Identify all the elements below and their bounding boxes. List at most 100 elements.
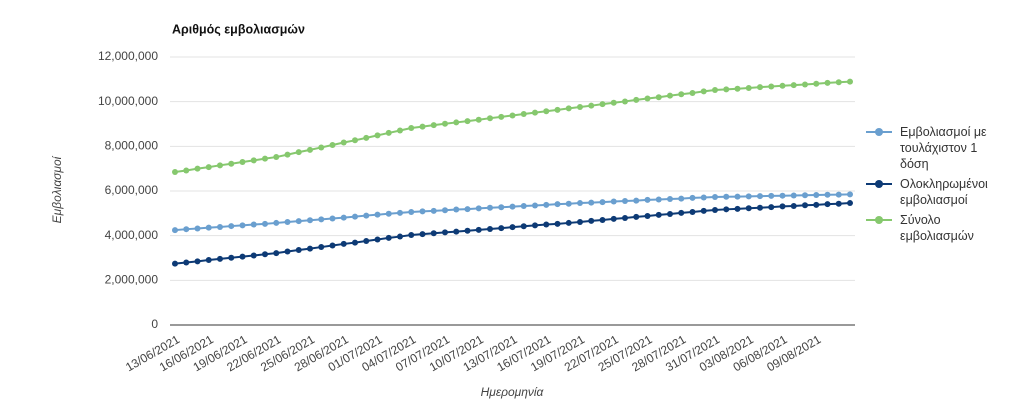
data-point: [262, 220, 268, 227]
data-point: [307, 217, 313, 224]
data-point: [284, 219, 291, 226]
data-point: [228, 254, 235, 261]
data-point: [520, 202, 527, 209]
data-point: [678, 209, 685, 216]
data-point: [352, 137, 358, 144]
data-point: [295, 218, 302, 225]
data-point: [667, 196, 673, 203]
data-point: [689, 194, 696, 201]
data-point: [194, 225, 201, 232]
data-point: [284, 151, 291, 158]
data-point: [565, 200, 572, 207]
data-point: [520, 110, 527, 117]
data-point: [194, 258, 201, 265]
data-point: [363, 212, 370, 219]
data-point: [757, 193, 763, 200]
data-point: [712, 194, 718, 201]
data-point: [217, 162, 223, 169]
data-point: [352, 239, 358, 246]
data-point: [217, 255, 223, 262]
data-point: [835, 200, 842, 207]
data-point: [577, 200, 583, 207]
y-tick-label: 2,000,000: [105, 273, 159, 287]
data-point: [329, 215, 336, 222]
data-point: [487, 204, 493, 211]
data-point: [667, 92, 673, 99]
data-point: [183, 167, 190, 174]
data-point: [228, 160, 235, 167]
data-point: [307, 146, 313, 153]
data-point: [554, 220, 561, 227]
data-point: [295, 246, 302, 253]
data-point: [779, 203, 786, 210]
y-tick-label: 6,000,000: [105, 183, 159, 197]
y-axis-label: Εμβολιασμοί: [50, 155, 64, 223]
data-point: [700, 194, 707, 201]
data-point: [385, 234, 392, 241]
data-point: [554, 106, 561, 113]
data-point: [599, 199, 606, 206]
data-point: [273, 154, 280, 161]
data-point: [779, 82, 786, 89]
legend-item[interactable]: Ολοκληρωμένοι εμβολιασμοί: [866, 176, 1006, 208]
data-point: [565, 219, 572, 226]
data-point: [250, 252, 257, 259]
data-point: [577, 219, 583, 226]
data-point: [408, 208, 415, 215]
data-point: [419, 208, 426, 215]
data-point: [824, 201, 831, 208]
data-point: [712, 87, 718, 94]
data-point: [689, 208, 696, 215]
y-tick-label: 0: [151, 317, 158, 331]
chart-title: Αριθμός εμβολιασμών: [172, 22, 305, 36]
data-point: [768, 192, 775, 199]
data-point: [802, 192, 808, 199]
data-point: [633, 213, 640, 220]
data-point: [442, 229, 448, 236]
data-point: [340, 240, 347, 247]
data-point: [487, 225, 493, 232]
data-point: [442, 120, 448, 127]
data-point: [700, 207, 707, 214]
data-point: [644, 196, 651, 203]
data-point: [318, 144, 325, 151]
data-point: [419, 123, 426, 130]
data-point: [622, 98, 628, 105]
data-point: [622, 215, 628, 222]
data-point: [543, 108, 550, 115]
data-point: [790, 202, 797, 209]
data-point: [757, 84, 763, 91]
data-point: [262, 251, 268, 258]
data-point: [205, 224, 212, 231]
data-point: [757, 204, 763, 211]
y-tick-label: 4,000,000: [105, 228, 159, 242]
data-point: [239, 222, 246, 229]
y-tick-label: 8,000,000: [105, 139, 159, 153]
y-tick-label: 12,000,000: [98, 49, 158, 63]
data-point: [307, 245, 313, 252]
data-point: [599, 101, 606, 108]
data-point: [689, 89, 696, 96]
data-point: [250, 157, 257, 164]
data-point: [532, 222, 538, 229]
data-point: [745, 193, 752, 200]
data-point: [610, 215, 617, 222]
data-point: [464, 227, 471, 234]
data-point: [790, 192, 797, 199]
data-point: [588, 102, 595, 109]
data-point: [532, 202, 538, 209]
data-point: [475, 116, 482, 123]
data-point: [700, 88, 707, 95]
data-point: [509, 203, 516, 210]
legend-item[interactable]: Εμβολιασμοί με τουλάχιστον 1 δόση: [866, 124, 1006, 172]
legend-item[interactable]: Σύνολο εμβολιασμών: [866, 212, 1006, 244]
data-point: [329, 242, 336, 249]
data-point: [543, 201, 550, 208]
data-point: [734, 193, 741, 200]
data-point: [565, 105, 572, 112]
data-point: [329, 141, 336, 148]
data-point: [172, 260, 178, 267]
data-point: [498, 113, 505, 120]
data-point: [655, 211, 662, 218]
